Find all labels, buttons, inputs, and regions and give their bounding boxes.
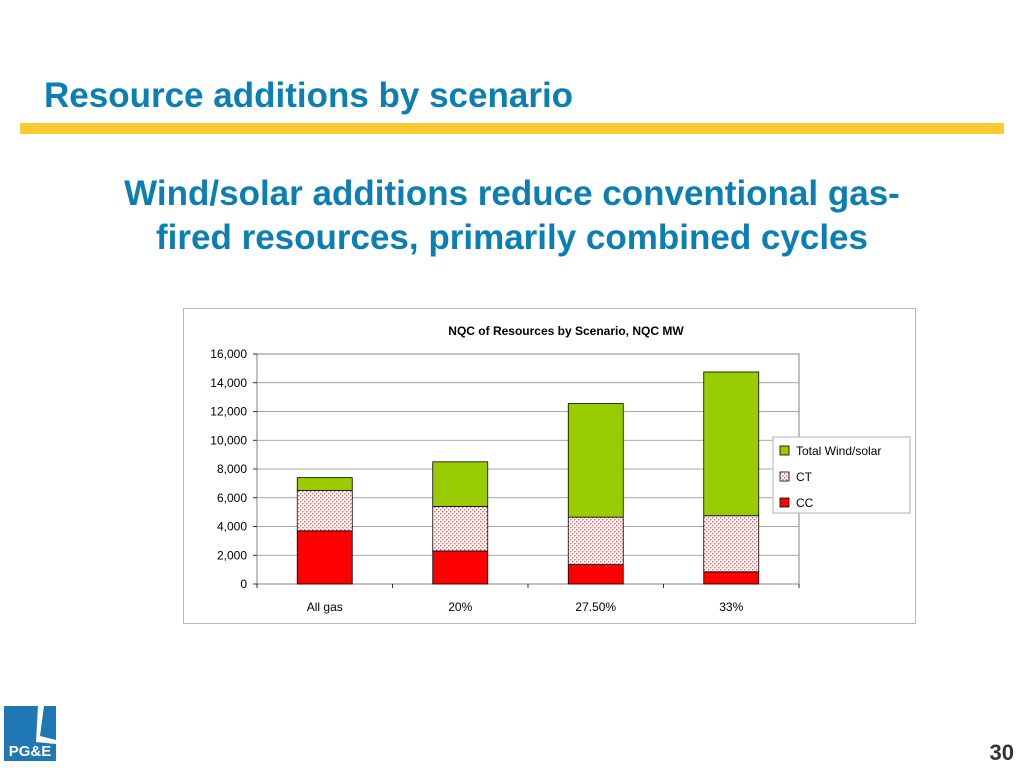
y-tick-label: 6,000 bbox=[217, 491, 247, 505]
title-underline bbox=[20, 123, 1004, 134]
chart-title: NQC of Resources by Scenario, NQC MW bbox=[448, 324, 684, 338]
logo-text: PG&E bbox=[9, 743, 52, 760]
subtitle-line-2: fired resources, primarily combined cycl… bbox=[156, 218, 868, 257]
bar-segment-ct bbox=[432, 505, 489, 552]
y-tick-label: 0 bbox=[240, 577, 247, 591]
y-tick-label: 4,000 bbox=[217, 520, 247, 534]
slide-subtitle: Wind/solar additions reduce conventional… bbox=[40, 172, 984, 260]
y-tick-label: 10,000 bbox=[210, 433, 247, 447]
bar-segment-ct bbox=[567, 516, 624, 565]
y-tick-label: 16,000 bbox=[210, 347, 247, 361]
bar-segment-cc bbox=[296, 530, 353, 585]
y-tick-label: 8,000 bbox=[217, 462, 247, 476]
legend-box bbox=[772, 436, 911, 514]
bar-segment-cc bbox=[703, 571, 760, 585]
subtitle-line-1: Wind/solar additions reduce conventional… bbox=[124, 174, 900, 213]
y-tick-label: 12,000 bbox=[210, 405, 247, 419]
x-tick-label: All gas bbox=[307, 600, 343, 614]
bar-segment-total-wind-solar bbox=[703, 371, 760, 517]
legend-swatch bbox=[779, 445, 790, 456]
x-tick-label: 33% bbox=[719, 600, 743, 614]
bar-segment-cc bbox=[432, 550, 489, 585]
slide-title: Resource additions by scenario bbox=[44, 76, 574, 115]
x-axis-ticks: All gas 20% 27.50% 33% bbox=[256, 584, 800, 614]
y-tick-label: 14,000 bbox=[210, 376, 247, 390]
legend-swatch bbox=[779, 497, 790, 508]
bar-segment-ct bbox=[296, 490, 353, 532]
y-axis-ticks: 0 2,000 4,000 6,000 8,000 10,000 12,000 14,000 1… bbox=[210, 347, 257, 591]
pge-logo: PG&E bbox=[4, 706, 56, 761]
stacked-bar-chart: NQC of Resources by Scenario, NQC MW 0 2,… bbox=[210, 324, 911, 614]
legend-swatch bbox=[779, 471, 790, 482]
bar-segment-total-wind-solar bbox=[567, 403, 624, 518]
legend-label: CC bbox=[796, 496, 814, 510]
bar-segment-total-wind-solar bbox=[296, 477, 353, 491]
page-number: 30 bbox=[989, 740, 1014, 765]
legend-label: Total Wind/solar bbox=[796, 444, 881, 458]
x-tick-label: 27.50% bbox=[575, 600, 616, 614]
bar-segment-total-wind-solar bbox=[432, 461, 489, 507]
bar-segment-ct bbox=[703, 515, 760, 573]
y-tick-label: 2,000 bbox=[217, 548, 247, 562]
chart-container: NQC of Resources by Scenario, NQC MW 0 2,… bbox=[183, 308, 916, 624]
legend: Total Wind/solar CT CC bbox=[772, 436, 911, 514]
legend-label: CT bbox=[796, 470, 813, 484]
x-tick-label: 20% bbox=[448, 600, 472, 614]
bars bbox=[296, 371, 760, 585]
bar-segment-cc bbox=[567, 564, 624, 585]
